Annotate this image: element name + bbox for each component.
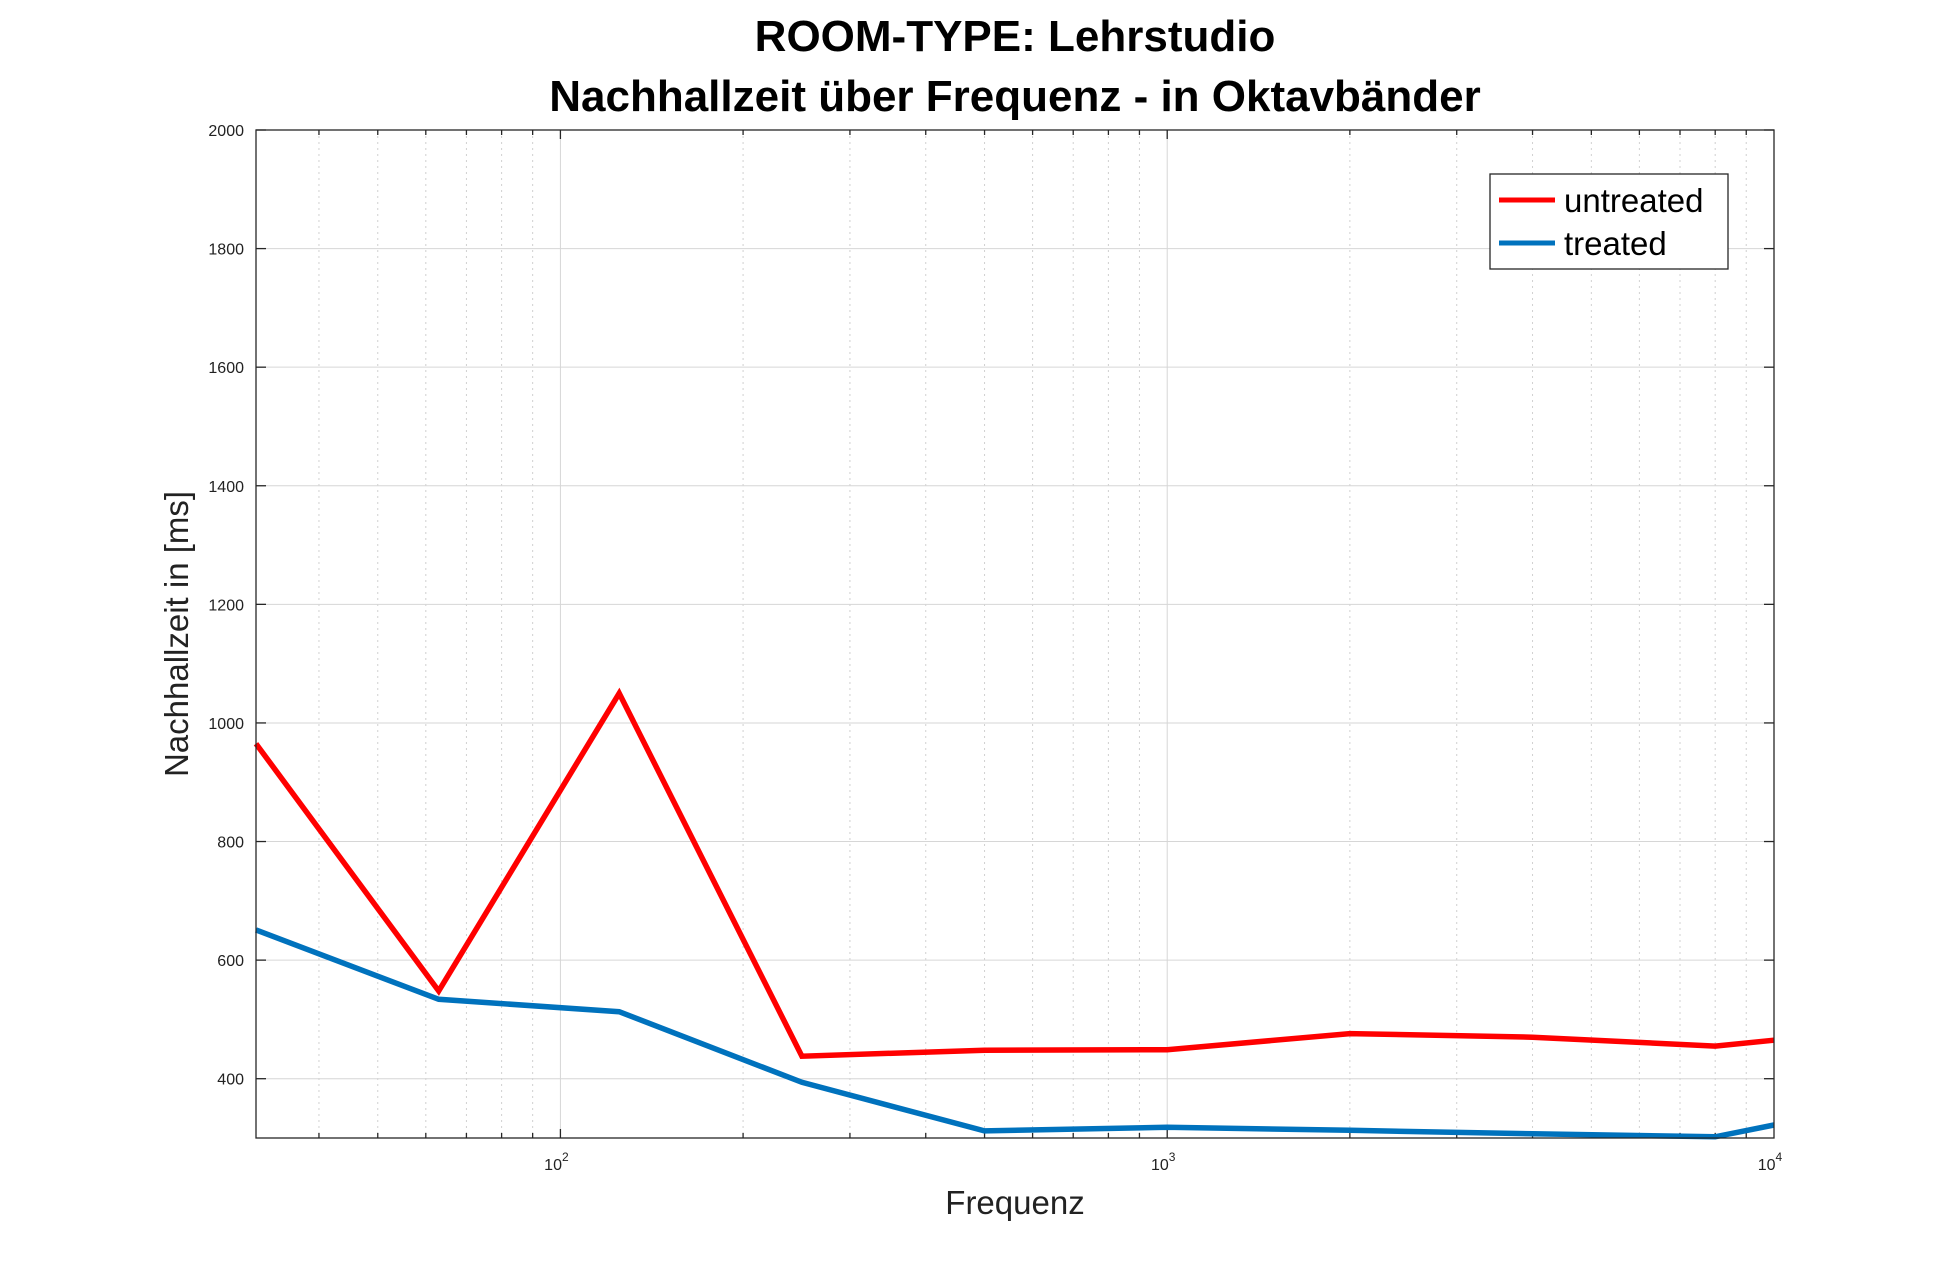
data-series	[253, 687, 1775, 1140]
series-line-untreated	[253, 687, 1775, 1060]
legend-label-untreated: untreated	[1564, 182, 1703, 219]
y-tick-label: 1000	[208, 716, 244, 733]
chart-title-line-1: ROOM-TYPE: Lehrstudio	[755, 12, 1276, 61]
y-tick-label: 400	[217, 1072, 244, 1089]
y-tick-label: 1600	[208, 360, 244, 377]
plot-area	[255, 129, 1775, 1139]
y-tick-label: 2000	[208, 123, 244, 140]
y-tick-label: 1800	[208, 242, 244, 259]
y-tick-label: 1400	[208, 479, 244, 496]
chart-title-line-2: Nachhallzeit über Frequenz - in Oktavbän…	[549, 72, 1481, 121]
x-tick-label: 102	[544, 1150, 569, 1174]
x-axis-label: Frequenz	[945, 1184, 1084, 1221]
series-line-treated	[255, 927, 1775, 1140]
legend-box	[1489, 173, 1729, 270]
y-tick-label: 1200	[208, 597, 244, 614]
legend-label-treated: treated	[1564, 225, 1667, 262]
y-axis-label: Nachhallzeit in [ms]	[158, 491, 195, 777]
y-tick-label: 600	[217, 953, 244, 970]
y-tick-label: 800	[217, 835, 244, 852]
axis-ticks: 400 600 800 1000 1200 1400 1600 1800 2000 102 103 1…	[208, 123, 1782, 1174]
grid	[256, 130, 1774, 1138]
x-tick-label: 103	[1151, 1150, 1176, 1174]
x-tick-label: 104	[1758, 1150, 1783, 1174]
legend: untreated treated	[1489, 173, 1729, 270]
